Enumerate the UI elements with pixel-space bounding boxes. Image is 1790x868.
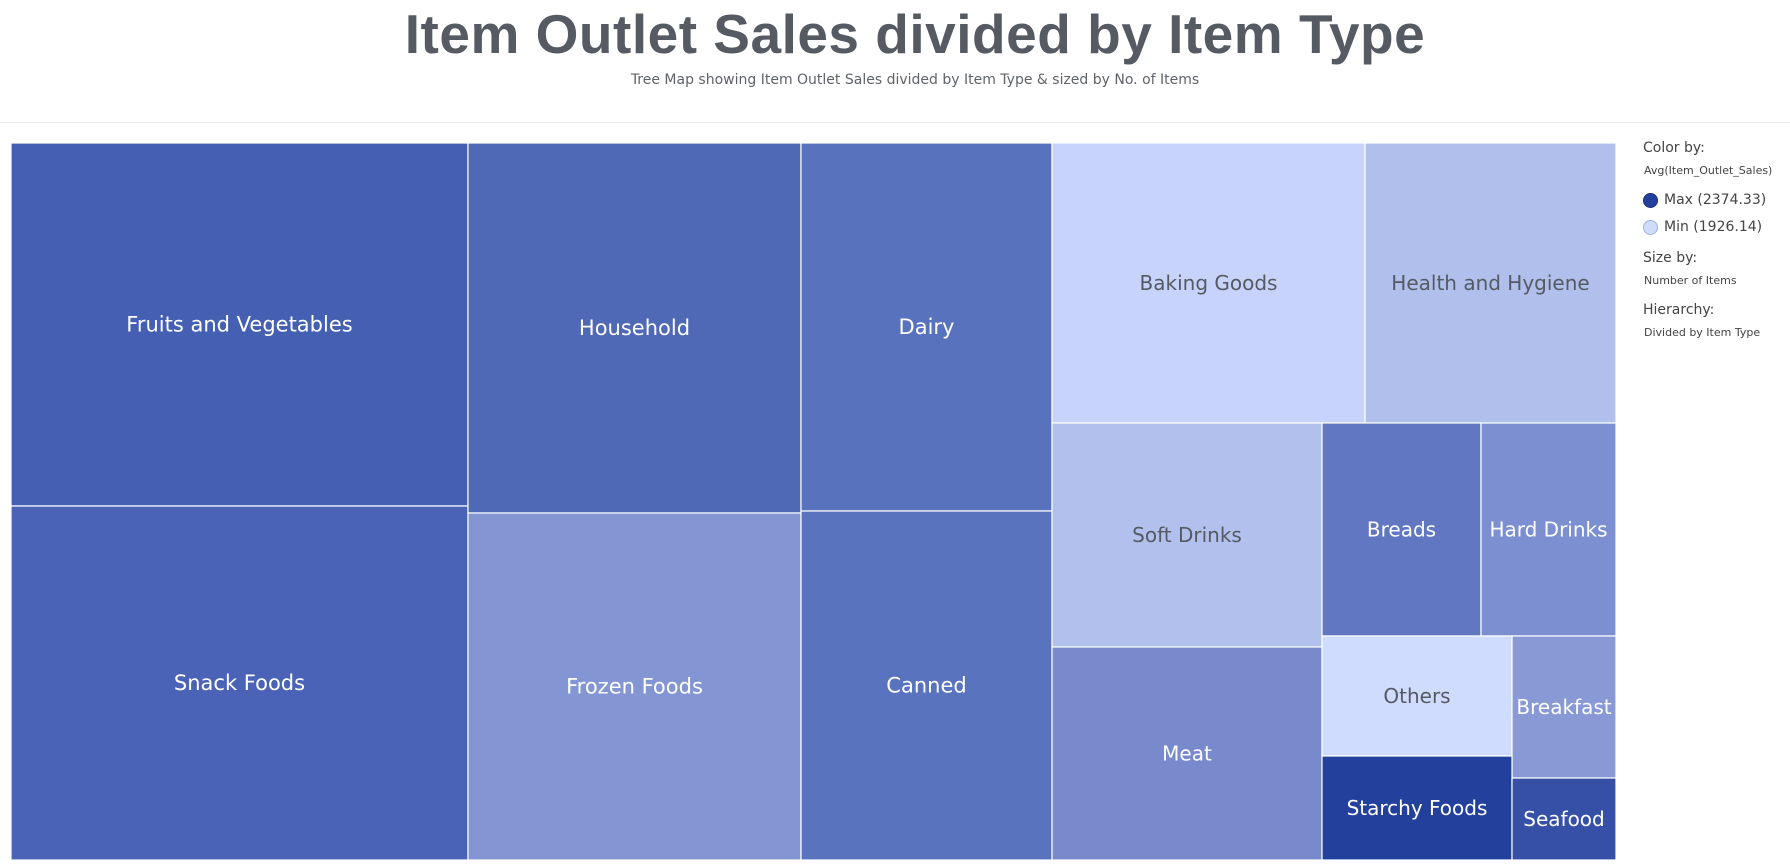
treemap-tile-canned[interactable] <box>800 510 1053 861</box>
treemap-label-seafood: Seafood <box>1523 807 1604 831</box>
chart-subtitle: Tree Map showing Item Outlet Sales divid… <box>630 72 1200 88</box>
treemap-label-soft-drinks: Soft Drinks <box>1132 523 1242 547</box>
treemap-tile-fruits-and-vegetables[interactable] <box>10 142 469 507</box>
legend-max-swatch <box>1643 192 1658 208</box>
treemap-label-snack-foods: Snack Foods <box>174 671 305 695</box>
treemap-label-hard-drinks: Hard Drinks <box>1489 518 1607 542</box>
treemap-tile-soft-drinks[interactable] <box>1051 422 1323 648</box>
treemap-tile-breakfast[interactable] <box>1511 635 1617 779</box>
treemap-label-starchy-foods: Starchy Foods <box>1347 796 1488 820</box>
treemap-label-dairy: Dairy <box>899 315 955 339</box>
header-divider <box>0 122 1790 123</box>
treemap-tile-breads[interactable] <box>1321 422 1482 637</box>
legend-max-label: Max (2374.33) <box>1664 192 1767 208</box>
legend-size-by-value: Number of Items <box>1644 274 1737 287</box>
treemap-tile-seafood[interactable] <box>1511 777 1617 861</box>
legend-color-by-value: Avg(Item_Outlet_Sales) <box>1644 164 1773 177</box>
legend-color-by-label: Color by: <box>1643 140 1705 156</box>
treemap-tile-others[interactable] <box>1321 635 1513 757</box>
treemap-label-canned: Canned <box>886 674 966 698</box>
legend-min-swatch <box>1643 219 1658 235</box>
treemap-label-baking-goods: Baking Goods <box>1140 271 1278 295</box>
treemap-label-meat: Meat <box>1162 742 1212 766</box>
treemap-label-others: Others <box>1383 684 1450 708</box>
treemap-tile-household[interactable] <box>467 142 802 514</box>
legend-min-label: Min (1926.14) <box>1664 219 1763 235</box>
treemap-tile-frozen-foods[interactable] <box>467 512 802 861</box>
treemap-label-breakfast: Breakfast <box>1516 695 1611 719</box>
treemap-label-breads: Breads <box>1367 518 1436 542</box>
legend-hierarchy-value: Divided by Item Type <box>1644 326 1761 339</box>
chart-title: Item Outlet Sales divided by Item Type <box>404 3 1426 65</box>
treemap-tile-snack-foods[interactable] <box>10 505 469 861</box>
legend-hierarchy-label: Hierarchy: <box>1643 302 1715 318</box>
treemap-tile-starchy-foods[interactable] <box>1321 755 1513 861</box>
treemap-tile-baking-goods[interactable] <box>1051 142 1366 424</box>
treemap-tile-dairy[interactable] <box>800 142 1053 512</box>
treemap-label-frozen-foods: Frozen Foods <box>566 675 703 699</box>
treemap-label-household: Household <box>579 316 690 340</box>
treemap-tile-meat[interactable] <box>1051 646 1323 861</box>
legend-max-entry: Max (2374.33) <box>1643 192 1766 208</box>
legend-size-by-label: Size by: <box>1643 250 1698 266</box>
treemap-label-fruits-and-vegetables: Fruits and Vegetables <box>126 313 352 337</box>
legend-min-entry: Min (1926.14) <box>1643 219 1762 235</box>
treemap-tile-health-and-hygiene[interactable] <box>1364 142 1617 424</box>
treemap-label-health-and-hygiene: Health and Hygiene <box>1391 271 1589 295</box>
treemap-tile-hard-drinks[interactable] <box>1480 422 1617 637</box>
